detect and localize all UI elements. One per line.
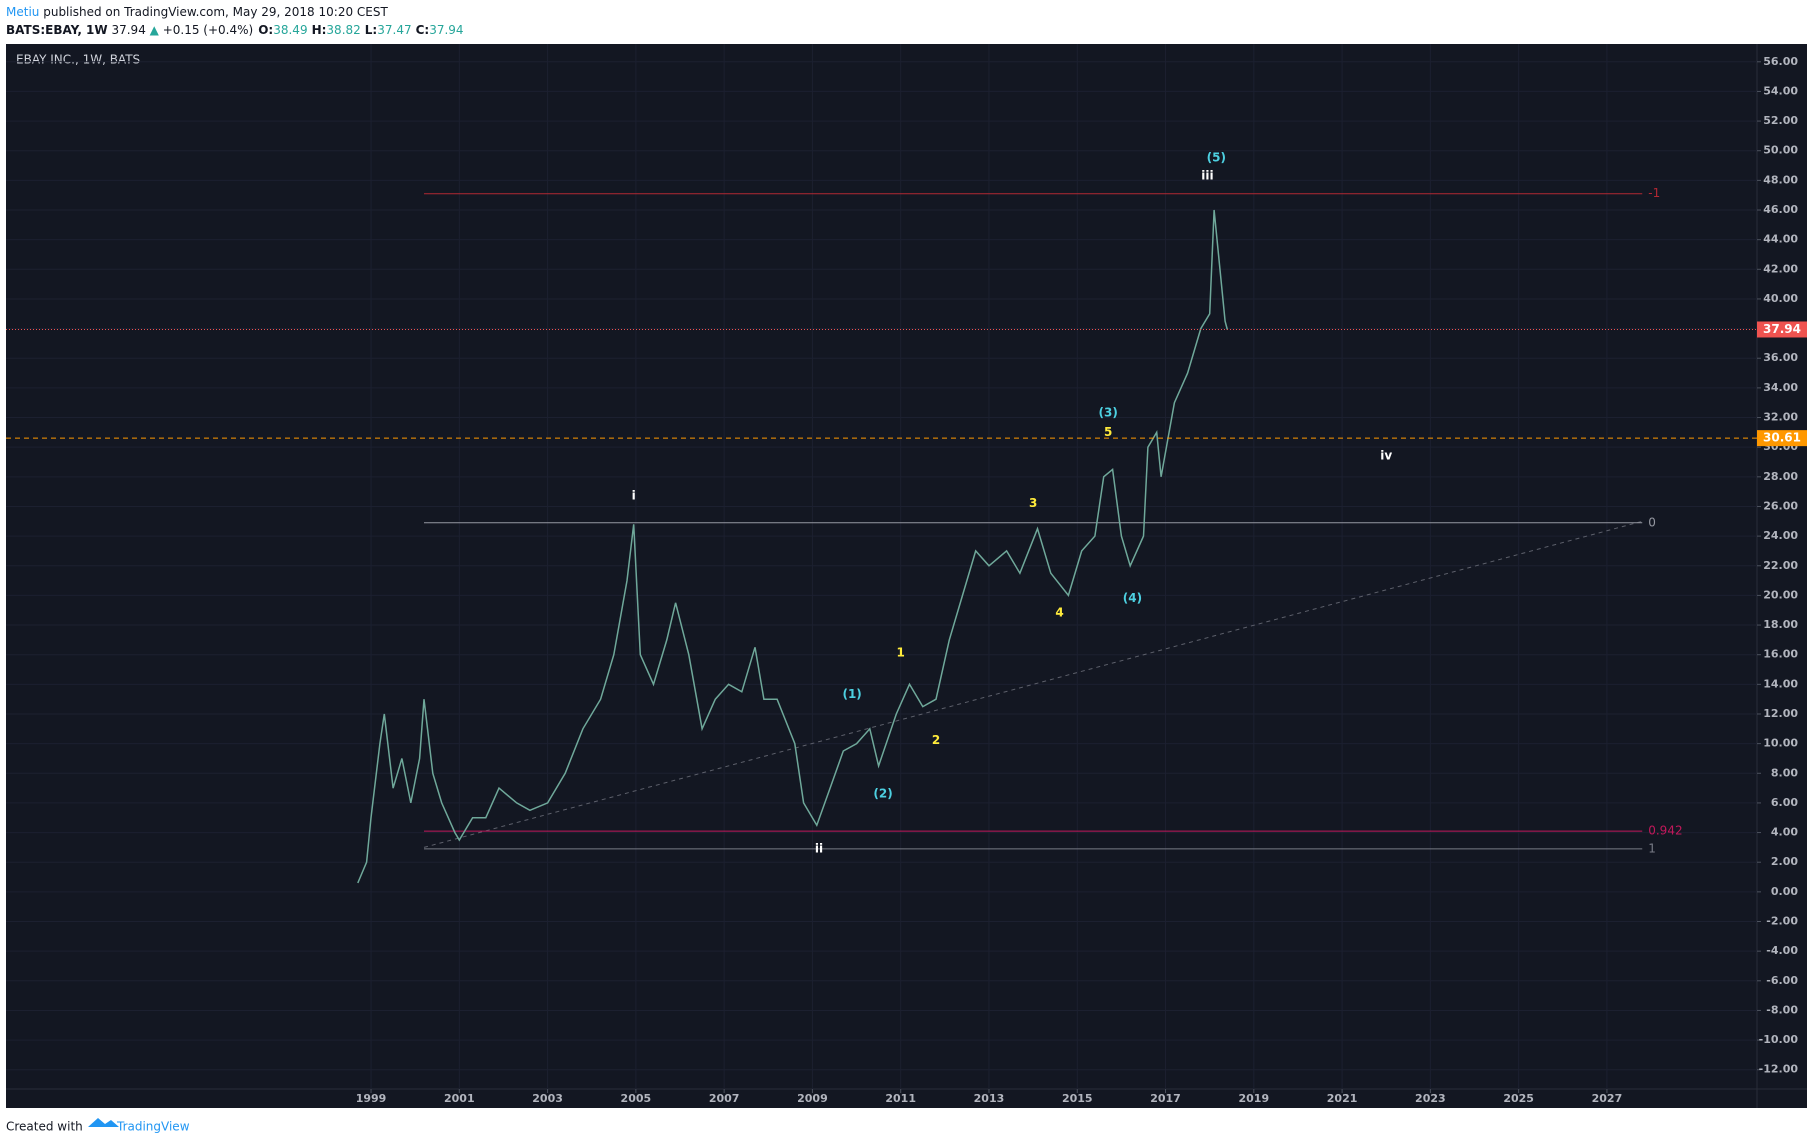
y-tick-label: 26.00 — [1763, 499, 1798, 512]
price-badge-label: 37.94 — [1763, 322, 1801, 336]
ohlc-key: C: — [416, 23, 430, 37]
y-tick-label: 8.00 — [1771, 766, 1798, 779]
fib-label: 0.942 — [1648, 824, 1682, 838]
y-tick-label: -6.00 — [1766, 974, 1798, 987]
y-tick-label: 10.00 — [1763, 737, 1798, 750]
ohlc-key: O: — [258, 23, 273, 37]
fib-label: -1 — [1648, 186, 1660, 200]
y-tick-label: -2.00 — [1766, 915, 1798, 928]
y-tick-label: 6.00 — [1771, 796, 1798, 809]
last-price: 37.94 — [111, 23, 145, 37]
x-tick-label: 2023 — [1415, 1092, 1446, 1105]
y-tick-label: 16.00 — [1763, 648, 1798, 661]
y-tick-label: -8.00 — [1766, 1003, 1798, 1016]
y-tick-label: -10.00 — [1759, 1033, 1799, 1046]
y-tick-label: 22.00 — [1763, 559, 1798, 572]
y-tick-label: 18.00 — [1763, 618, 1798, 631]
change: +0.15 (+0.4%) — [163, 23, 254, 37]
x-tick-label: 2021 — [1327, 1092, 1358, 1105]
y-tick-label: 50.00 — [1763, 144, 1798, 157]
x-tick-label: 2003 — [532, 1092, 563, 1105]
ohlc-key: L: — [365, 23, 377, 37]
y-tick-label: 0.00 — [1771, 885, 1798, 898]
x-tick-label: 2019 — [1239, 1092, 1270, 1105]
fib-label: 1 — [1648, 841, 1656, 855]
header-line: Metiu published on TradingView.com, May … — [6, 5, 388, 19]
ohlc-value: 38.49 — [273, 23, 307, 37]
footer-brand[interactable]: TradingView — [116, 1120, 190, 1134]
chart-background — [6, 44, 1807, 1108]
wave-label: iii — [1201, 168, 1213, 182]
wave-label: (1) — [842, 687, 861, 701]
y-tick-label: -12.00 — [1759, 1063, 1799, 1076]
x-tick-label: 2007 — [709, 1092, 740, 1105]
price-badge — [1757, 430, 1807, 447]
fib-label: 0 — [1648, 515, 1656, 529]
x-tick-label: 2005 — [621, 1092, 652, 1105]
ohlc-key: H: — [312, 23, 327, 37]
x-tick-label: 2013 — [974, 1092, 1005, 1105]
x-tick-label: 1999 — [356, 1092, 387, 1105]
symbol-legend: BATS:EBAY, 1W 37.94 ▲ +0.15 (+0.4%) O:38.… — [6, 23, 464, 37]
y-tick-label: 24.00 — [1763, 529, 1798, 542]
y-tick-label: 12.00 — [1763, 707, 1798, 720]
price-line — [357, 209, 1229, 884]
wave-label: (3) — [1098, 406, 1117, 420]
wave-label: (4) — [1123, 591, 1142, 605]
y-tick-label: 36.00 — [1763, 351, 1798, 364]
author[interactable]: Metiu — [6, 5, 39, 19]
y-tick-label: 28.00 — [1763, 470, 1798, 483]
y-tick-label: 34.00 — [1763, 381, 1798, 394]
wave-label: iv — [1380, 449, 1392, 463]
x-tick-label: 2027 — [1592, 1092, 1623, 1105]
y-tick-label: 56.00 — [1763, 55, 1798, 68]
y-tick-label: 2.00 — [1771, 855, 1798, 868]
x-tick-label: 2025 — [1503, 1092, 1534, 1105]
y-tick-label: 54.00 — [1763, 84, 1798, 97]
wave-label: (2) — [873, 787, 892, 801]
grid — [6, 44, 1757, 1089]
y-tick-label: 20.00 — [1763, 588, 1798, 601]
x-tick-label: 2001 — [444, 1092, 475, 1105]
price-badge-label: 30.61 — [1763, 431, 1801, 445]
wave-label: i — [632, 489, 636, 503]
y-tick-label: 40.00 — [1763, 292, 1798, 305]
y-tick-label: 48.00 — [1763, 173, 1798, 186]
y-tick-label: 42.00 — [1763, 262, 1798, 275]
wave-label: 2 — [932, 733, 940, 747]
published: published on TradingView.com, May 29, 20… — [43, 5, 388, 19]
wave-label: 4 — [1055, 606, 1063, 620]
x-tick-label: 2017 — [1150, 1092, 1181, 1105]
arrow: ▲ — [150, 23, 160, 37]
y-tick-label: 32.00 — [1763, 411, 1798, 424]
footer-created: Created with — [6, 1120, 83, 1134]
wave-label: 1 — [897, 646, 905, 660]
x-tick-label: 2009 — [797, 1092, 828, 1105]
y-tick-label: 52.00 — [1763, 114, 1798, 127]
y-tick-label: 44.00 — [1763, 233, 1798, 246]
ohlc-value: 37.94 — [429, 23, 463, 37]
symbol: BATS:EBAY, 1W — [6, 23, 108, 37]
wave-label: (5) — [1207, 151, 1226, 165]
wave-label: 3 — [1029, 496, 1037, 510]
wave-label: 5 — [1104, 425, 1112, 439]
ohlc-value: 38.82 — [326, 23, 360, 37]
y-tick-label: 14.00 — [1763, 677, 1798, 690]
ohlc-value: 37.47 — [377, 23, 411, 37]
x-tick-label: 2011 — [885, 1092, 916, 1105]
y-tick-label: 46.00 — [1763, 203, 1798, 216]
chart-title: EBAY INC., 1W, BATS — [16, 53, 140, 67]
trend-line — [423, 520, 1643, 848]
price-badge — [1757, 321, 1807, 338]
y-tick-label: 4.00 — [1771, 826, 1798, 839]
wave-label: ii — [815, 841, 823, 855]
x-tick-label: 2015 — [1062, 1092, 1093, 1105]
y-tick-label: -4.00 — [1766, 944, 1798, 957]
tradingview-logo — [88, 1118, 119, 1127]
